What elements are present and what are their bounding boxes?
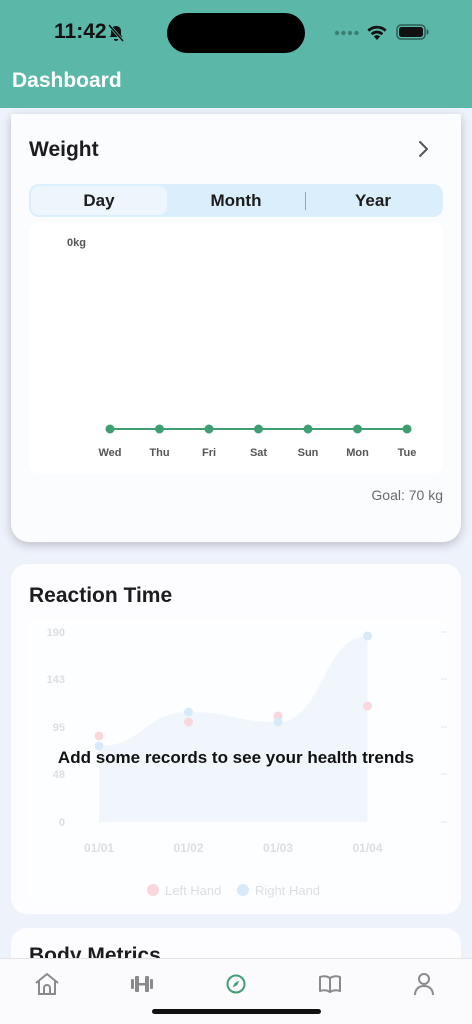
x-tick-label: 01/04 — [352, 841, 382, 855]
x-tick-label: Fri — [202, 447, 216, 459]
reaction-chart-svg: 190 143 95 48 0 01/01 01/02 01/03 01/04 Left Hand… — [47, 627, 447, 898]
book-icon[interactable] — [315, 969, 345, 999]
x-tick-label: Wed — [98, 447, 121, 459]
y-tick-label: 190 — [47, 627, 65, 639]
right-hand-area — [99, 636, 368, 822]
tab-bar — [0, 958, 472, 1024]
weight-point — [204, 424, 214, 434]
weight-chart: 0kg Wed Thu Fri Sat Sun Mon Tue — [29, 222, 443, 474]
weight-point — [155, 424, 164, 434]
left-hand-point — [273, 711, 283, 721]
right-hand-point — [184, 707, 193, 717]
reaction-chart-faded-group: 190 143 95 48 0 01/01 01/02 01/03 01/04 Left Hand… — [47, 627, 447, 898]
weight-point — [105, 424, 115, 434]
left-hand-point — [184, 717, 193, 727]
bell-muted-icon — [107, 24, 125, 42]
y-tick-label: 143 — [47, 674, 65, 686]
legend-label: Left Hand — [165, 883, 221, 898]
reaction-time-card[interactable]: Reaction Time 190 143 95 48 0 01/01 01/02 01/03… — [11, 564, 461, 914]
home-indicator — [152, 1009, 321, 1014]
home-icon[interactable] — [32, 969, 62, 999]
y-tick-label: 95 — [53, 722, 65, 734]
legend-swatch — [147, 884, 159, 896]
app-header: 11:42 Dashboard — [0, 0, 472, 108]
wifi-icon — [367, 25, 387, 40]
period-segmented-control: Day Month Year — [29, 184, 443, 217]
compass-icon[interactable] — [221, 969, 251, 999]
goal-label: Goal: 70 kg — [371, 487, 443, 503]
x-tick-label: 01/02 — [173, 841, 203, 855]
x-tick-label: Thu — [149, 447, 169, 459]
x-tick-label: 01/01 — [84, 841, 114, 855]
reaction-title: Reaction Time — [29, 584, 173, 607]
page-title: Dashboard — [12, 69, 122, 92]
battery-icon — [396, 24, 429, 40]
weight-point — [254, 424, 263, 434]
segment-divider — [305, 192, 306, 210]
right-hand-point — [273, 717, 283, 727]
dynamic-island — [167, 13, 305, 53]
legend-label: Right Hand — [255, 883, 320, 898]
x-tick-label: Tue — [398, 447, 417, 459]
weight-card[interactable]: Weight Day Month Year 0kg Wed Thu Fri Sat Sun… — [11, 114, 461, 542]
tab-year[interactable]: Year — [355, 191, 391, 210]
tab-month[interactable]: Month — [210, 191, 262, 210]
right-hand-point — [363, 631, 372, 641]
empty-state-message: Add some records to see your health tren… — [57, 748, 415, 767]
left-hand-point — [94, 731, 104, 741]
tab-day[interactable]: Day — [31, 186, 167, 215]
x-tick-label: 01/03 — [263, 841, 293, 855]
legend-swatch — [237, 884, 249, 896]
weight-title: Weight — [29, 138, 99, 161]
weight-point — [303, 424, 313, 434]
dumbbell-icon[interactable] — [127, 969, 157, 999]
x-tick-label: Sat — [250, 447, 267, 459]
left-hand-point — [363, 701, 372, 711]
y-tick-label: 0kg — [67, 237, 86, 249]
status-time: 11:42 — [54, 20, 107, 43]
weight-point — [353, 424, 362, 434]
weight-point — [402, 424, 412, 434]
profile-icon[interactable] — [409, 969, 439, 999]
reaction-chart: 190 143 95 48 0 01/01 01/02 01/03 01/04 Left Hand… — [27, 620, 447, 904]
weight-chart-svg: 0kg Wed Thu Fri Sat Sun Mon Tue — [67, 237, 417, 459]
x-tick-label: Sun — [298, 447, 319, 459]
right-hand-point — [94, 741, 104, 751]
chevron-right-icon[interactable] — [417, 140, 429, 158]
y-tick-label: 0 — [59, 817, 65, 829]
x-tick-label: Mon — [346, 447, 369, 459]
y-tick-label: 48 — [53, 769, 65, 781]
cellular-signal-icon — [334, 30, 359, 36]
